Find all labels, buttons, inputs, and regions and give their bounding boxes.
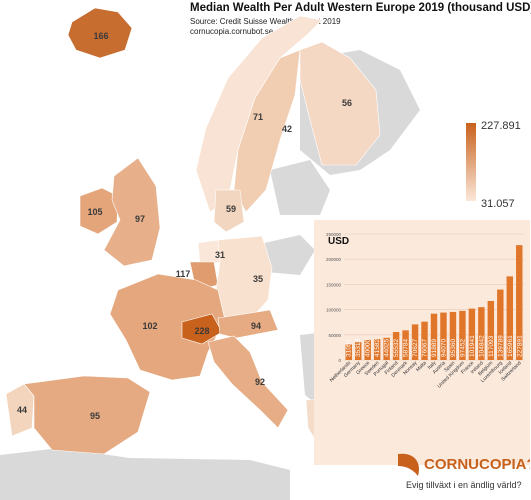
bar-united-kingdom [459, 310, 466, 360]
bar-value-label: 44025 [384, 339, 391, 357]
map-label-sweden: 71 [253, 112, 263, 122]
source-note: Source: Credit Suisse Wealth Report 2019 [190, 17, 341, 26]
bar-value-label: 94070 [440, 339, 447, 357]
bar-malta [421, 321, 428, 360]
bar-luxembourg [497, 289, 504, 360]
bar-netherlands [345, 344, 352, 360]
country-austria [217, 309, 279, 339]
map-label-switzerland: 228 [194, 326, 209, 336]
bar-iceland [506, 276, 514, 360]
horn-icon [398, 453, 420, 476]
chart-title: Median Wealth Per Adult Western Europe 2… [190, 2, 531, 14]
legend-min-label: 31.057 [481, 198, 515, 210]
bar-austria [440, 312, 447, 360]
y-tick-label: 200000 [326, 257, 342, 262]
bar-value-label: 104842 [478, 335, 485, 357]
bar-denmark [402, 330, 409, 360]
bar-finland [392, 332, 400, 360]
bar-chart-inset: USD 0 50000 100000 150000 200000 250000 31057… [314, 220, 530, 465]
bar-value-label: 35313 [355, 339, 362, 357]
y-tick-label: 50000 [328, 333, 341, 338]
bar-france [468, 308, 476, 360]
cornucopia-logo: CORNUCOPIA? Evig tillväxt i en ändlig vä… [398, 453, 530, 490]
y-tick-label: 100000 [326, 308, 342, 313]
map-label-portugal: 44 [17, 405, 27, 415]
bar-germany [354, 342, 362, 360]
bar-value-label: 101941 [469, 335, 476, 357]
y-tick-label: 150000 [326, 282, 342, 287]
bar-switzerland [516, 245, 523, 360]
map-label-denmark: 59 [226, 204, 236, 214]
country-ireland [79, 187, 119, 235]
bar-value-label: 31057 [346, 339, 353, 357]
map-label-ireland: 105 [87, 207, 102, 217]
map-label-norway: 42 [282, 124, 292, 134]
bar-value-label: 58784 [403, 339, 410, 357]
country-switzerland [181, 313, 223, 345]
x-tick-label: Italy [427, 360, 438, 371]
bar-value-label: 55532 [393, 339, 400, 357]
map-label-uk: 97 [135, 214, 145, 224]
bar-norway [411, 324, 419, 360]
bar-value-label: 95360 [450, 339, 457, 357]
country-germany [215, 235, 273, 321]
bar-italy [430, 313, 438, 360]
map-label-finland: 56 [342, 98, 352, 108]
bar-value-label: 76067 [422, 339, 429, 357]
tagline: Evig tillväxt i en ändlig värld? [406, 480, 522, 490]
site-note: cornucopia.cornubot.se [190, 27, 274, 36]
country-uk [103, 157, 161, 267]
bar-sweden [373, 339, 381, 360]
bar-value-label: 91889 [431, 339, 438, 357]
country-italy [207, 335, 289, 429]
bar-value-label: 117093 [488, 335, 495, 357]
map-label-germany: 35 [253, 274, 263, 284]
map-label-austria: 94 [251, 321, 261, 331]
bar-ireland [478, 307, 485, 360]
bar-greece [364, 339, 371, 360]
bar-value-label: 165961 [507, 335, 514, 357]
inset-title: USD [328, 236, 349, 247]
bar-belgium [487, 300, 495, 360]
bar-spain [449, 311, 457, 360]
legend-max-label: 227.891 [481, 120, 521, 132]
map-label-iceland: 166 [93, 31, 108, 41]
map-label-italy: 92 [255, 377, 265, 387]
bar-value-label: 139789 [497, 335, 504, 357]
map-label-france: 102 [142, 321, 157, 331]
country-spain [23, 375, 151, 455]
bar-value-label: 40000 [365, 339, 372, 357]
legend-color-scale [466, 123, 476, 201]
bar-value-label: 70627 [412, 339, 419, 357]
y-tick-label: 250000 [326, 232, 342, 237]
country-france [109, 273, 226, 381]
bar-value-label: 97452 [459, 339, 466, 357]
y-tick-label: 0 [338, 358, 341, 363]
bar-portugal [383, 337, 390, 360]
bar-value-label: 227891 [516, 335, 523, 357]
country-portugal [5, 383, 35, 437]
logo-text: CORNUCOPIA? [424, 456, 530, 473]
bar-value-label: 41582 [374, 339, 381, 357]
country-finland [299, 41, 381, 166]
map-label-spain: 95 [90, 411, 100, 421]
country-iceland [67, 7, 133, 59]
map-label-netherlands: 31 [215, 250, 225, 260]
land-north-africa [0, 448, 290, 500]
map-label-belgium: 117 [176, 269, 191, 279]
country-denmark [213, 189, 245, 233]
land-baltics [270, 160, 330, 215]
